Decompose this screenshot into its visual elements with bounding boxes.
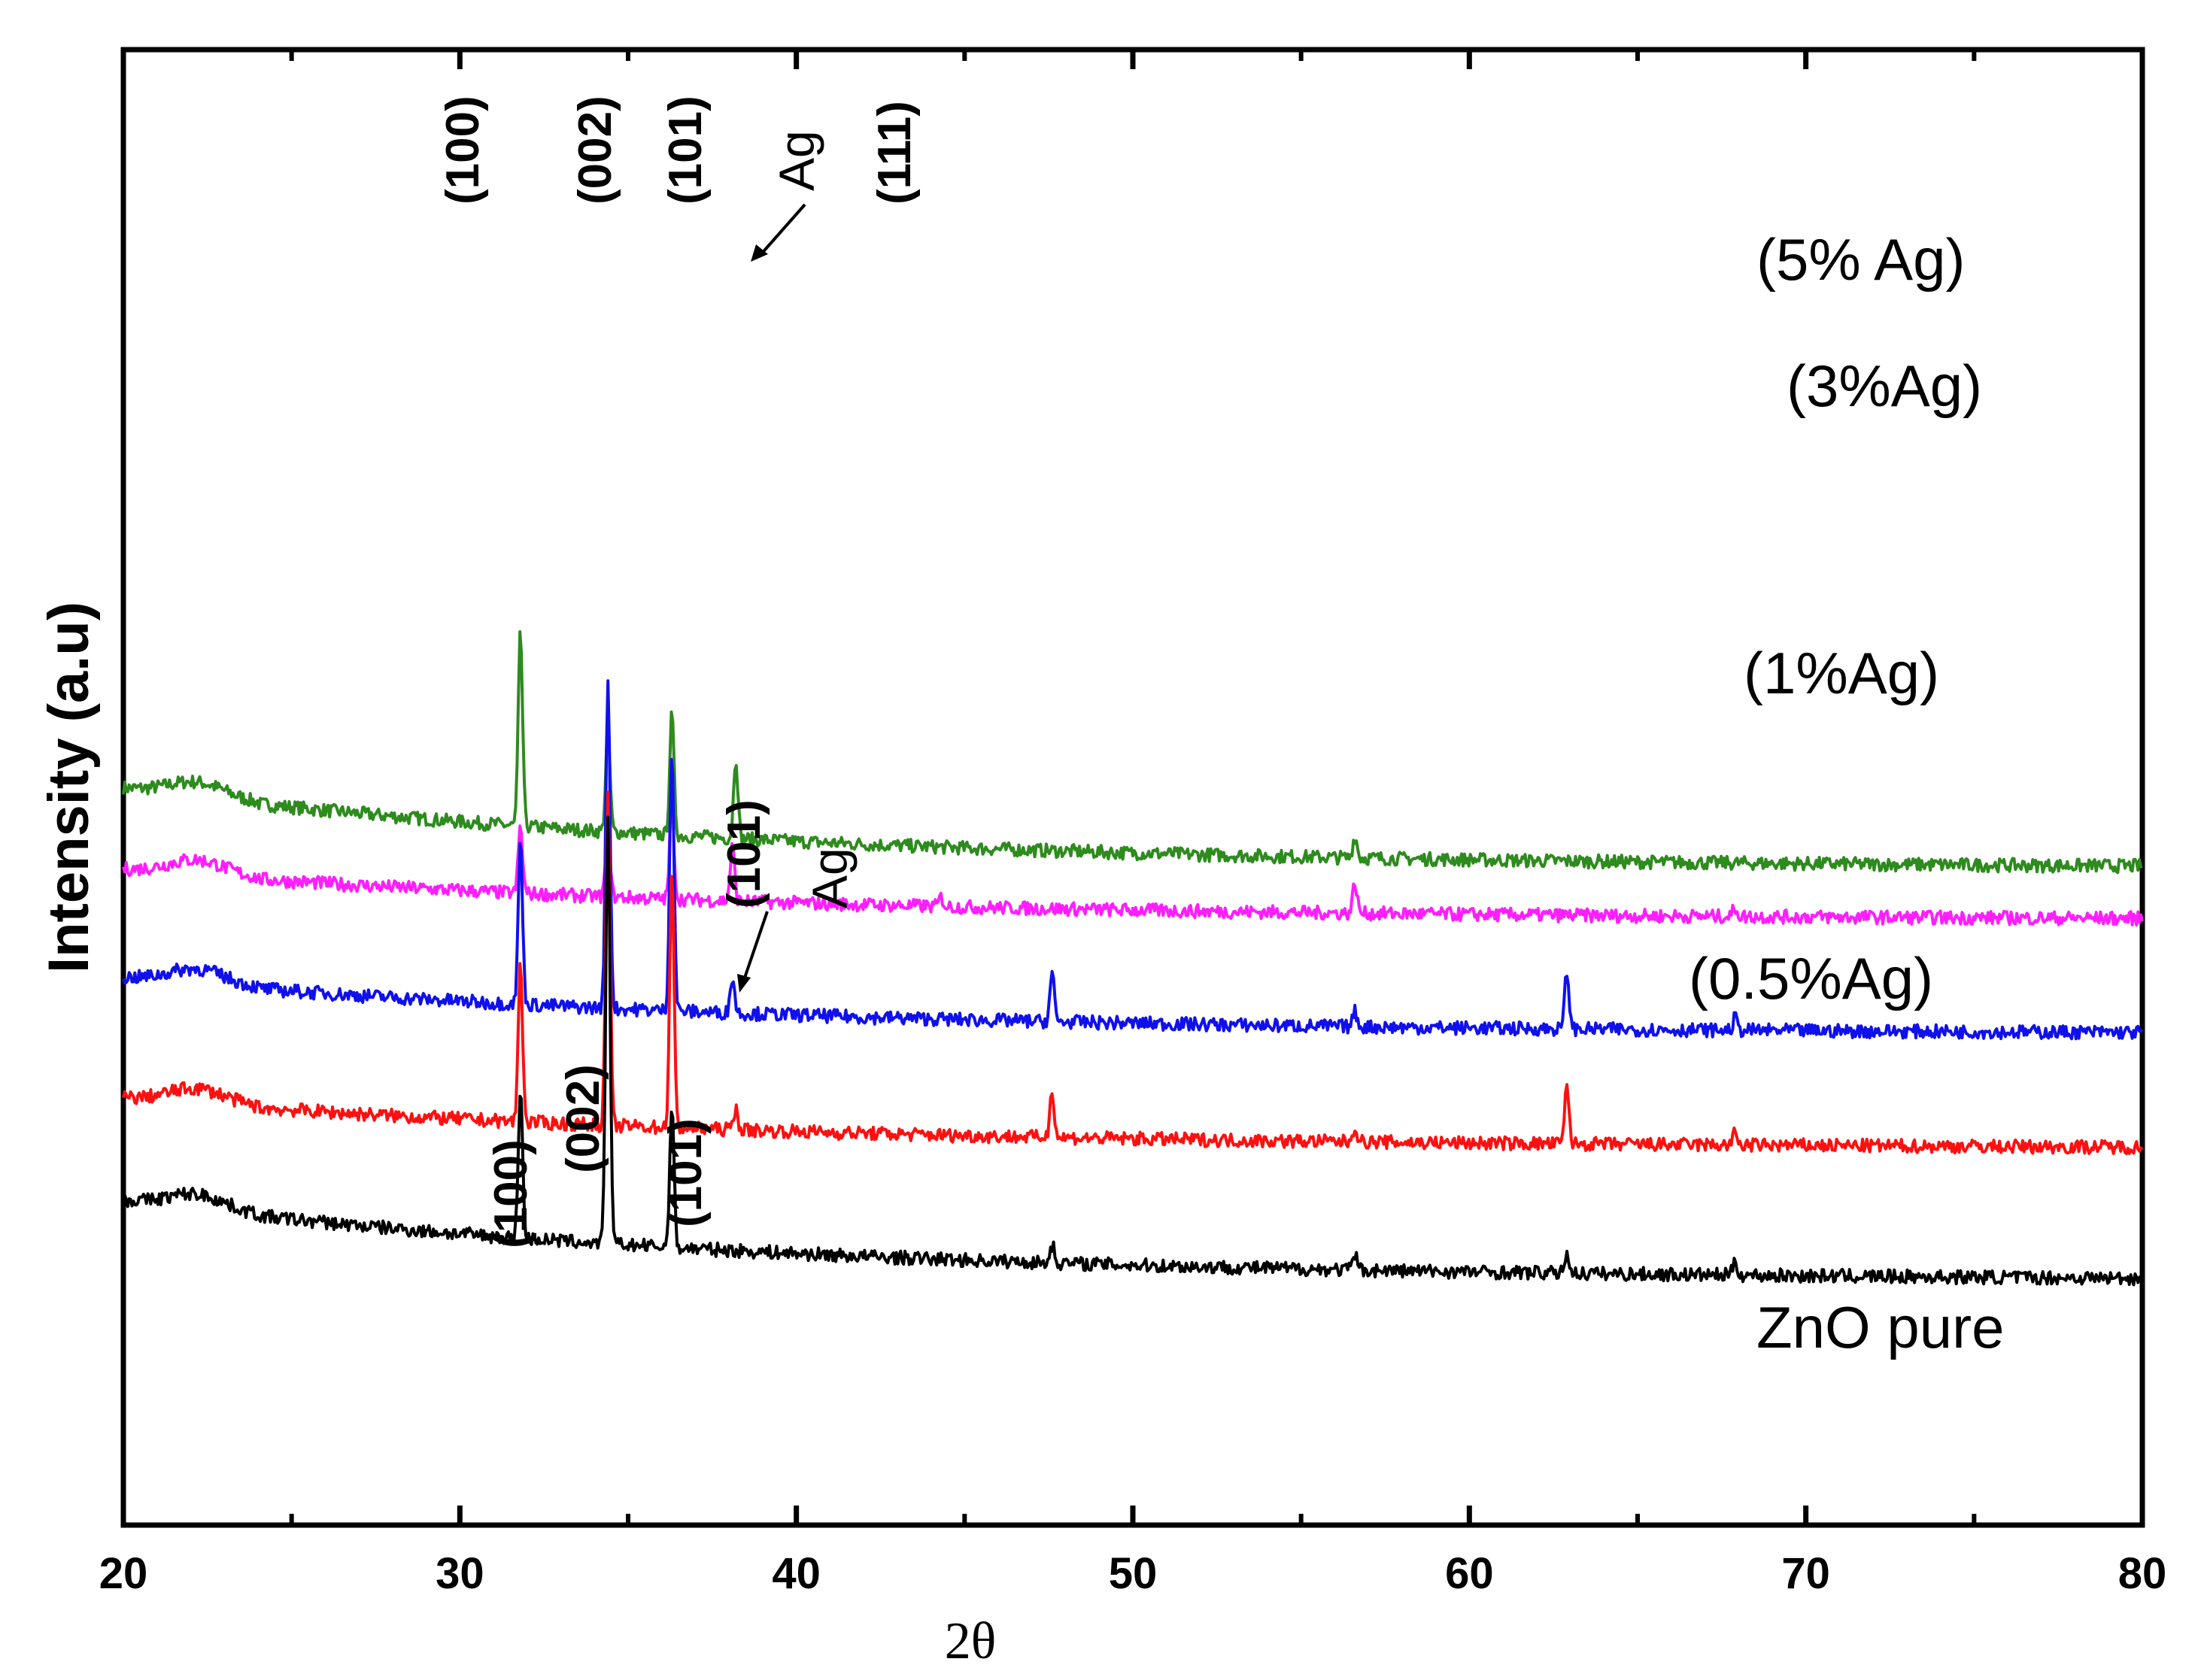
peak-label-bottom-100: (100) bbox=[485, 1139, 537, 1248]
x-tick-label-70: 70 bbox=[1781, 1549, 1830, 1598]
x-tick-label-20: 20 bbox=[99, 1549, 148, 1598]
x-tick-label-80: 80 bbox=[2118, 1549, 2167, 1598]
peak-label-top-002: (002) bbox=[569, 96, 621, 205]
series-label-3pct-ag: (3%Ag) bbox=[1787, 353, 1982, 419]
ag-arrow-mid-head bbox=[737, 974, 751, 993]
series-line-3 bbox=[122, 790, 2144, 1155]
series-line-1 bbox=[122, 801, 2144, 926]
ag-label-mid: Ag bbox=[802, 848, 858, 908]
series-label-5pct-ag: (5% Ag) bbox=[1756, 226, 1965, 293]
series-label-1pct-ag: (1%Ag) bbox=[1744, 640, 1939, 706]
series-line-4 bbox=[122, 815, 2144, 1287]
peak-label-top-111: (111) bbox=[869, 101, 921, 205]
ag-label-top: Ag bbox=[769, 130, 824, 191]
y-axis-title: Intensity (a.u) bbox=[37, 602, 101, 973]
series-line-0 bbox=[122, 630, 2143, 875]
x-axis-title: 2θ bbox=[945, 1612, 997, 1670]
peak-label-bottom-101: (101) bbox=[660, 1118, 712, 1227]
ag-arrow-top-head bbox=[751, 244, 768, 262]
peak-label-top-100: (100) bbox=[437, 96, 489, 205]
x-tick-label-60: 60 bbox=[1445, 1549, 1494, 1598]
peak-label-top-101: (101) bbox=[660, 96, 712, 205]
ag-arrow-top-shaft bbox=[758, 203, 806, 257]
x-tick-label-40: 40 bbox=[772, 1549, 821, 1598]
series-line-2 bbox=[122, 679, 2144, 1041]
peak-label-mid-101: (101) bbox=[718, 799, 770, 908]
x-axis-ticks: 20 30 40 50 60 70 80 bbox=[99, 50, 2167, 1598]
series-group bbox=[122, 630, 2144, 1287]
series-label-0p5pct-ag: (0.5%Ag) bbox=[1689, 945, 1933, 1011]
series-label-zno-pure: ZnO pure bbox=[1756, 1294, 2004, 1360]
x-tick-label-50: 50 bbox=[1109, 1549, 1158, 1598]
peak-label-bottom-002: (002) bbox=[557, 1064, 609, 1173]
ag-arrow-mid-shaft bbox=[742, 911, 769, 983]
labels-group: Intensity (a.u) 2θ (5% Ag) (3%Ag) (1%Ag)… bbox=[37, 96, 2004, 1670]
x-tick-label-30: 30 bbox=[436, 1549, 484, 1598]
